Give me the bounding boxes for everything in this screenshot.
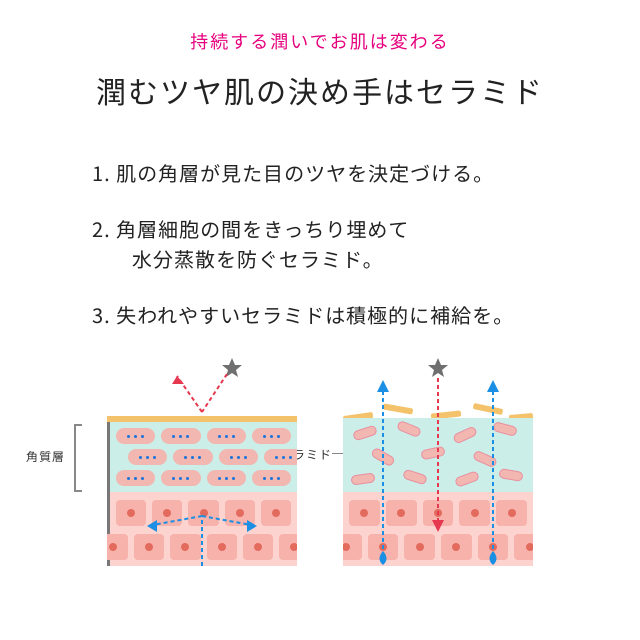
diagram-healthy-skin bbox=[107, 356, 297, 566]
list-item-line2: 水分蒸散を防ぐセラミド。 bbox=[92, 244, 608, 274]
list-item-line1: 2. 角層細胞の間をきっちり埋めて bbox=[92, 214, 409, 243]
list-item: 3. 失われやすいセラミドは積極的に補給を。 bbox=[92, 300, 608, 330]
bracket-stratum bbox=[74, 424, 82, 492]
skin-diagrams: 角質層 セラミド bbox=[32, 356, 608, 566]
list-item: 1. 肌の角層が見た目のツヤを決定づける。 bbox=[92, 158, 608, 188]
list-item: 2. 角層細胞の間をきっちり埋めて 水分蒸散を防ぐセラミド。 bbox=[92, 214, 608, 274]
tagline: 持続する潤いでお肌は変わる bbox=[32, 28, 608, 54]
heading: 潤むツヤ肌の決め手はセラミド bbox=[32, 68, 608, 112]
label-stratum-corneum: 角質層 bbox=[26, 448, 65, 465]
diagram-damaged-skin bbox=[343, 356, 533, 566]
key-points-list: 1. 肌の角層が見た目のツヤを決定づける。 2. 角層細胞の間をきっちり埋めて … bbox=[32, 158, 608, 330]
